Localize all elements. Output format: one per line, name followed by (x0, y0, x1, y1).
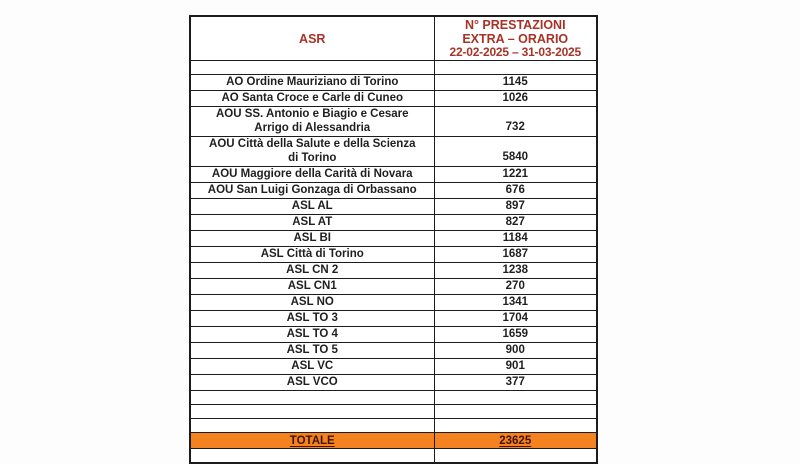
table-row: ASL TO 4 1659 (189, 326, 598, 343)
header-prestazioni-line1: N° PRESTAZIONI (464, 17, 566, 32)
prestazioni-value-cell (433, 418, 598, 433)
asr-name-cell: ASL VC (189, 358, 435, 375)
asr-name-cell: AOU San Luigi Gonzaga di Orbassano (189, 182, 435, 199)
asr-name-cell: ASL BI (189, 230, 435, 247)
table-header-row: ASR N° PRESTAZIONI EXTRA – ORARIO 22-02-… (189, 15, 598, 61)
table-row: AO Santa Croce e Carle di Cuneo 1026 (189, 90, 598, 107)
table-row: ASL CN1 270 (189, 278, 598, 295)
asr-name-cell: ASL AL (189, 198, 435, 215)
table-row: ASL Città di Torino 1687 (189, 246, 598, 263)
asr-name-cell: ASL NO (189, 294, 435, 311)
table-row: ASL VCO 377 (189, 374, 598, 391)
asr-name-cell: ASL Città di Torino (189, 246, 435, 263)
asr-name-cell: AO Santa Croce e Carle di Cuneo (189, 90, 435, 107)
asr-name-cell: ASL TO 3 (189, 310, 435, 327)
table-row: ASL AT 827 (189, 214, 598, 231)
spacer-row (189, 418, 598, 433)
page: ASR N° PRESTAZIONI EXTRA – ORARIO 22-02-… (189, 15, 598, 464)
asr-name-cell: ASL CN1 (189, 278, 435, 295)
spacer-row (189, 390, 598, 405)
prestazioni-value-cell: 732 (433, 106, 598, 137)
header-asr: ASR (189, 15, 435, 61)
asr-name-cell (189, 404, 435, 419)
prestazioni-value-cell (433, 404, 598, 419)
asr-name-cell: ASL TO 4 (189, 326, 435, 343)
prestazioni-value-cell: 1145 (433, 74, 598, 91)
header-prestazioni: N° PRESTAZIONI EXTRA – ORARIO 22-02-2025… (433, 15, 598, 61)
prestazioni-value-cell: 377 (433, 374, 598, 391)
table-row: AO Ordine Mauriziano di Torino 1145 (189, 74, 598, 91)
spacer-row (189, 448, 598, 464)
table-row: ASL BI 1184 (189, 230, 598, 247)
total-value-cell: 23625 (433, 432, 598, 449)
prestazioni-value-cell: 1704 (433, 310, 598, 327)
prestazioni-value-cell (433, 390, 598, 405)
prestazioni-value-cell: 1659 (433, 326, 598, 343)
asr-name-cell: ASL CN 2 (189, 262, 435, 279)
asr-name-cell: AOU SS. Antonio e Biagio e Cesare Arrigo… (189, 106, 435, 137)
prestazioni-value-cell: 1026 (433, 90, 598, 107)
prestazioni-value-cell: 900 (433, 342, 598, 359)
header-date-range: 22-02-2025 – 31-03-2025 (449, 44, 581, 59)
prestazioni-value-cell: 1687 (433, 246, 598, 263)
prestazioni-value-cell: 1221 (433, 166, 598, 183)
prestazioni-value-cell: 1341 (433, 294, 598, 311)
prestazioni-value-cell: 827 (433, 214, 598, 231)
asr-name-cell: ASL VCO (189, 374, 435, 391)
table-row: AOU San Luigi Gonzaga di Orbassano 676 (189, 182, 598, 199)
asr-name-cell (189, 448, 435, 464)
table-row: AOU SS. Antonio e Biagio e Cesare Arrigo… (189, 106, 598, 137)
prestazioni-value-cell: 897 (433, 198, 598, 215)
table-row: AOU Maggiore della Carità di Novara 1221 (189, 166, 598, 183)
asr-name-cell (189, 390, 435, 405)
asr-name-cell (189, 418, 435, 433)
asr-name-cell (189, 60, 435, 75)
total-label-cell: TOTALE (189, 432, 435, 449)
asr-name-cell: AOU Città della Salute e della Scienza d… (189, 136, 435, 167)
table-row: ASL VC 901 (189, 358, 598, 375)
header-prestazioni-line2: EXTRA – ORARIO (462, 31, 569, 46)
prestazioni-value-cell: 5840 (433, 136, 598, 167)
table-row: ASL TO 3 1704 (189, 310, 598, 327)
prestazioni-value-cell: 1184 (433, 230, 598, 247)
asr-name-cell: AO Ordine Mauriziano di Torino (189, 74, 435, 91)
table-row: ASL CN 2 1238 (189, 262, 598, 279)
asr-prestazioni-table: ASR N° PRESTAZIONI EXTRA – ORARIO 22-02-… (189, 15, 598, 464)
total-row: TOTALE 23625 (189, 432, 598, 449)
table-row: ASL AL 897 (189, 198, 598, 215)
prestazioni-value-cell: 270 (433, 278, 598, 295)
asr-name-cell: ASL AT (189, 214, 435, 231)
prestazioni-value-cell: 676 (433, 182, 598, 199)
table-row: ASL TO 5 900 (189, 342, 598, 359)
table-row: AOU Città della Salute e della Scienza d… (189, 136, 598, 167)
spacer-row (189, 404, 598, 419)
prestazioni-value-cell (433, 448, 598, 464)
asr-name-cell: AOU Maggiore della Carità di Novara (189, 166, 435, 183)
prestazioni-value-cell: 1238 (433, 262, 598, 279)
asr-name-cell: ASL TO 5 (189, 342, 435, 359)
prestazioni-value-cell (433, 60, 598, 75)
spacer-row (189, 60, 598, 75)
prestazioni-value-cell: 901 (433, 358, 598, 375)
table-row: ASL NO 1341 (189, 294, 598, 311)
